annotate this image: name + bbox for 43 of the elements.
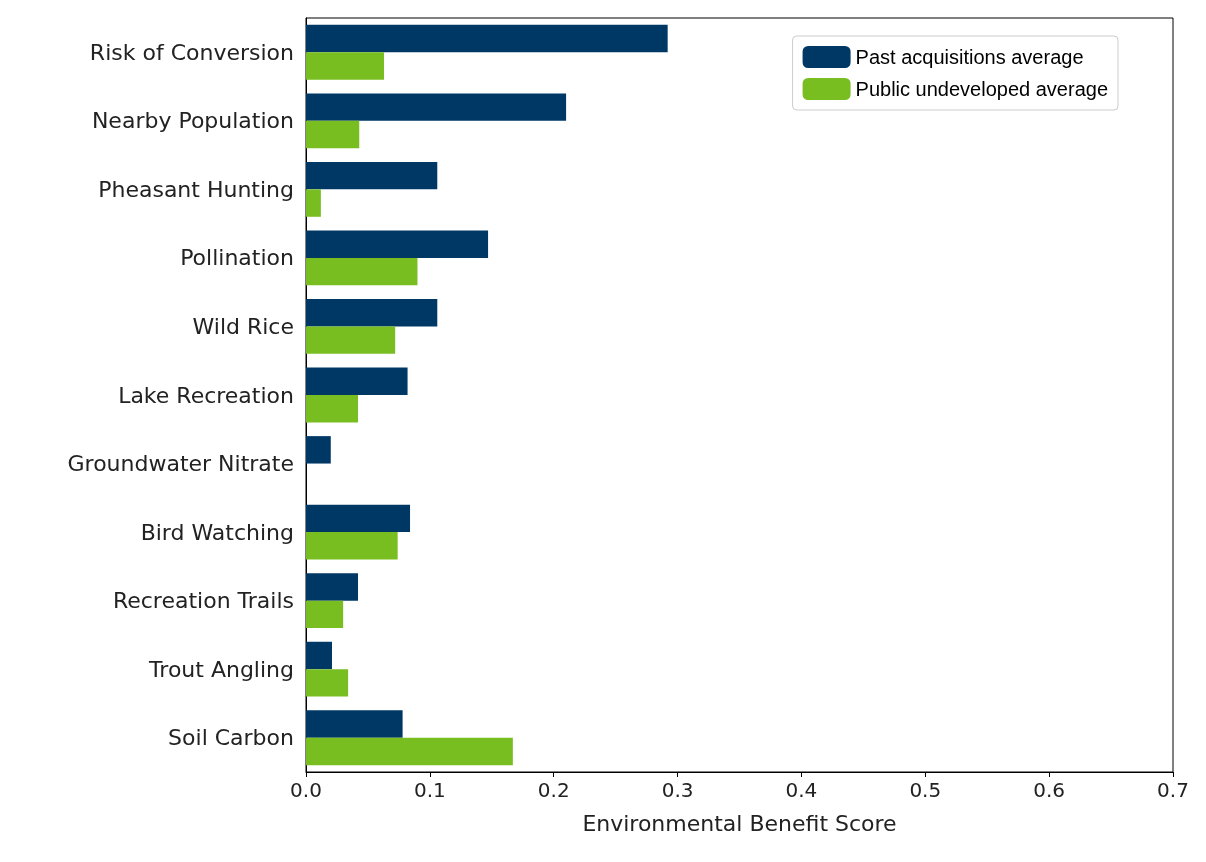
x-axis-title: Environmental Benefit Score <box>582 810 897 836</box>
bar <box>306 532 398 560</box>
y-tick-label: Lake Recreation <box>118 382 294 408</box>
y-tick-label: Nearby Population <box>91 108 294 134</box>
bar <box>306 669 349 697</box>
bar <box>306 573 359 601</box>
x-tick-label: 0.6 <box>1033 778 1066 802</box>
y-tick-label: Trout Angling <box>148 656 294 682</box>
bar <box>306 93 567 121</box>
y-tick-label: Pheasant Hunting <box>98 176 294 202</box>
bar <box>306 367 408 395</box>
x-tick-label: 0.2 <box>537 778 570 802</box>
bar <box>306 600 344 629</box>
bar <box>306 24 668 53</box>
x-tick-label: 0.0 <box>290 778 322 802</box>
bar <box>306 326 396 354</box>
y-tick-label: Risk of Conversion <box>89 39 294 65</box>
y-tick-label: Groundwater Nitrate <box>67 451 294 477</box>
bar <box>306 641 333 670</box>
bar <box>306 52 385 80</box>
y-tick-label: Recreation Trails <box>112 588 294 614</box>
y-tick-label: Soil Carbon <box>168 725 294 751</box>
y-tick-label: Bird Watching <box>140 519 294 545</box>
bar <box>306 504 411 533</box>
bar <box>306 161 438 190</box>
bar <box>306 737 513 766</box>
x-tick-label: 0.1 <box>413 778 446 802</box>
bar <box>306 710 403 738</box>
x-tick-label: 0.7 <box>1157 778 1189 802</box>
x-tick-label: 0.3 <box>661 778 694 802</box>
y-tick-label: Wild Rice <box>192 313 294 339</box>
bar <box>306 436 331 464</box>
legend-label: Public undeveloped average <box>855 78 1109 100</box>
bar <box>306 120 360 149</box>
y-tick-label: Pollination <box>180 245 294 271</box>
bar <box>306 189 321 217</box>
bar <box>306 257 418 286</box>
x-tick-label: 0.4 <box>785 778 818 802</box>
bar <box>306 299 438 327</box>
bar <box>306 230 489 258</box>
bar <box>306 395 359 423</box>
legend-label: Past acquisitions average <box>855 46 1084 68</box>
x-tick-label: 0.5 <box>909 778 942 802</box>
